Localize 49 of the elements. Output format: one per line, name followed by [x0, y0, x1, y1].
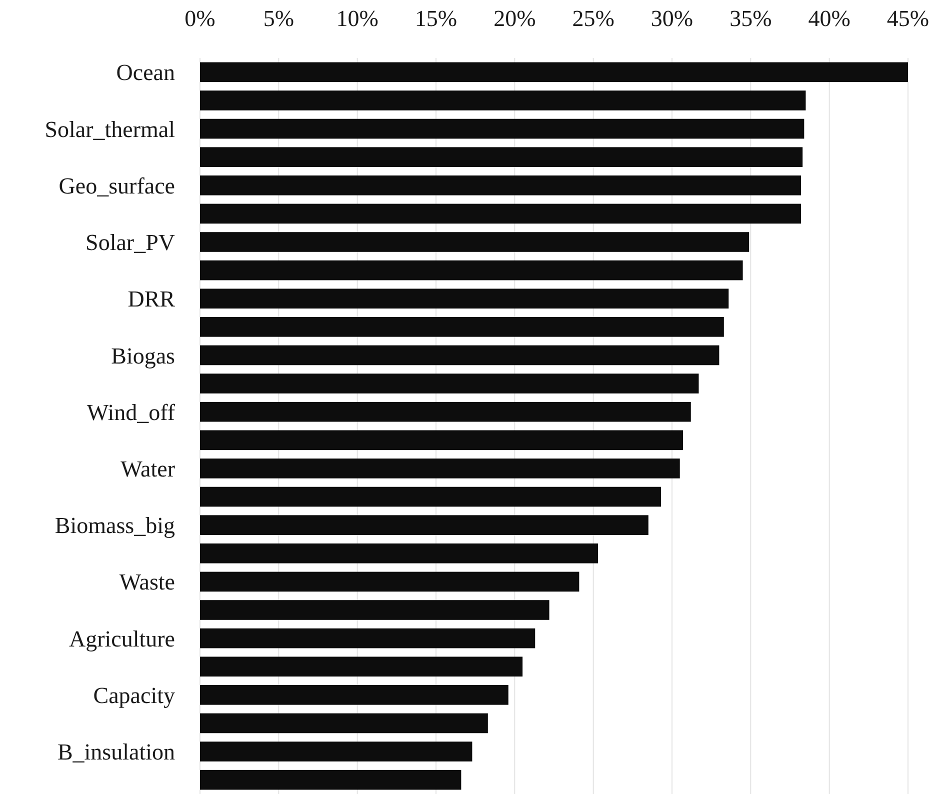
bar: [200, 175, 802, 196]
y-tick-label: Solar_PV: [86, 230, 176, 256]
bar: [200, 770, 462, 790]
y-tick-label: Geo_surface: [58, 173, 175, 198]
bar: [200, 204, 802, 224]
x-tick-label: 35%: [730, 6, 772, 31]
y-tick-label: Solar_thermal: [44, 116, 175, 142]
bar: [200, 62, 908, 82]
y-tick-label: Ocean: [116, 60, 176, 86]
x-tick-label: 20%: [494, 6, 536, 31]
x-tick-label: 15%: [414, 6, 458, 31]
y-tick-label: Biogas: [111, 343, 176, 368]
bar: [200, 515, 648, 535]
bar: [200, 147, 803, 167]
bar: [200, 600, 550, 620]
bar: [200, 742, 472, 762]
bar: [200, 374, 699, 394]
bar: [200, 402, 691, 422]
y-tick-label: Agriculture: [68, 626, 175, 652]
bar: [200, 572, 580, 592]
y-tick-label: Water: [120, 456, 176, 482]
y-tick-label: Waste: [119, 570, 175, 595]
bar: [200, 118, 804, 139]
bar: [200, 458, 680, 478]
y-tick-label: DRR: [128, 286, 176, 312]
x-tick-label: 30%: [650, 6, 694, 31]
x-tick-label: 40%: [808, 6, 850, 31]
y-tick-label: Biomass_big: [54, 513, 176, 538]
y-tick-label: Wind_off: [86, 400, 176, 425]
x-tick-label: 25%: [572, 6, 614, 31]
bar: [200, 486, 661, 507]
bar: [200, 713, 488, 734]
y-tick-label: Capacity: [93, 682, 176, 708]
bar: [200, 90, 806, 110]
bar: [200, 685, 508, 705]
bar: [200, 656, 523, 677]
bar: [200, 260, 743, 280]
x-tick-label: 5%: [263, 6, 294, 31]
bar: [200, 430, 684, 450]
bar: [200, 345, 720, 366]
bar: [200, 288, 729, 309]
x-tick-label: 10%: [336, 6, 378, 31]
bar: [200, 317, 724, 337]
bar: [200, 543, 598, 564]
x-tick-label: 45%: [886, 6, 930, 31]
y-tick-label: B_insulation: [57, 740, 176, 765]
bar: [200, 628, 536, 648]
x-tick-label: 0%: [184, 6, 216, 31]
bar: [200, 232, 750, 252]
